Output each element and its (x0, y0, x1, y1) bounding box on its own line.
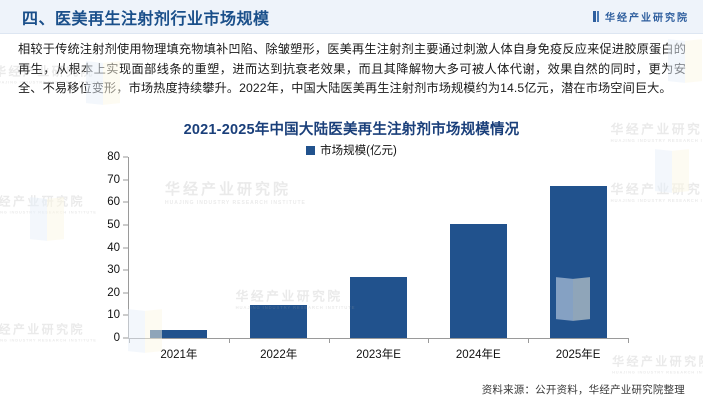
x-axis-tick-label: 2024年E (455, 349, 501, 361)
bar-series (129, 157, 628, 338)
y-axis-tick-label: 80 (107, 151, 120, 163)
bar (250, 305, 308, 338)
y-axis-tick-label: 0 (113, 332, 120, 344)
source-note: 资料来源：公开资料，华经产业研究院整理 (481, 384, 685, 396)
x-axis-tick (228, 338, 230, 343)
bar (549, 186, 607, 338)
x-axis-tick-label: 2023年E (356, 349, 401, 361)
book-logo-icon (592, 11, 599, 22)
x-axis-tick (628, 338, 629, 343)
x-axis-tick-label: 2021年 (160, 349, 198, 361)
x-axis-tick (528, 338, 530, 343)
y-axis-labels: 0 10 20 30 40 50 60 70 80 (60, 151, 126, 344)
x-axis-line (128, 338, 628, 339)
x-axis-tick (428, 338, 430, 343)
page-title: 四、医美再生注射剂行业市场规模 (22, 10, 270, 28)
y-axis-line (128, 157, 129, 339)
page-header: 四、医美再生注射剂行业市场规模 华经产业研究院 (0, 0, 703, 34)
y-axis-tick (123, 201, 128, 203)
body-paragraph: 相较于传统注射剂使用物理填充物填补凹陷、除皱塑形，医美再生注射剂主要通过刺激人体… (18, 42, 686, 95)
brand-logo: 华经产业研究院 (592, 9, 690, 24)
y-axis-tick-label: 30 (107, 264, 120, 277)
y-axis-tick-label: 50 (107, 218, 120, 231)
y-axis-tick (123, 269, 128, 271)
x-axis-tick-label: 2022年 (260, 349, 298, 361)
y-axis-tick-label: 60 (107, 196, 120, 209)
x-axis-tick (328, 338, 330, 343)
y-axis-tick (123, 179, 128, 181)
bar (449, 223, 507, 338)
y-axis-tick (123, 247, 128, 248)
legend-label: 市场规模(亿元) (320, 145, 397, 157)
x-axis-tick (129, 338, 130, 343)
x-axis-labels: 2021年 2022年 2023年E 2024年E 2025年E (129, 346, 628, 366)
y-axis-tick (123, 224, 128, 226)
chart-plot: 0 10 20 30 40 50 60 70 80 2021年 2022年 2023年E 2024年E… (60, 151, 660, 361)
y-axis-tick-label: 20 (107, 286, 120, 299)
y-axis-tick (123, 292, 128, 294)
y-axis-tick-label: 40 (107, 241, 120, 254)
y-axis-tick (123, 314, 128, 316)
brand-name: 华经产业研究院 (605, 13, 689, 24)
bar (350, 276, 407, 338)
x-axis-tick-label: 2025年E (555, 349, 601, 361)
y-axis-tick (123, 156, 128, 158)
chart-container: 2021-2025年中国大陆医美再生注射剂市场规模情况 市场规模(亿元) 0 10… (0, 112, 703, 377)
chart-title: 2021-2025年中国大陆医美再生注射剂市场规模情况 (183, 122, 520, 138)
bar (150, 330, 208, 338)
y-axis-tick-label: 70 (107, 173, 120, 186)
y-axis-tick (123, 337, 128, 339)
y-axis-tick-label: 10 (107, 309, 120, 322)
chart-legend: 市场规模(亿元) (0, 142, 703, 158)
legend-swatch-icon (306, 145, 316, 155)
